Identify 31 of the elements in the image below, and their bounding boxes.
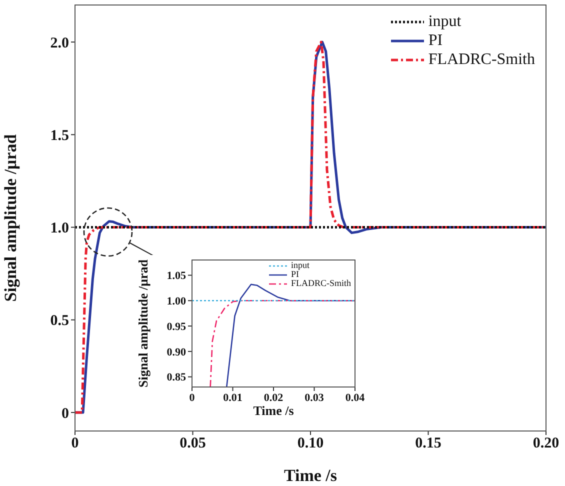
y-tick-label: 0.90: [166, 346, 186, 358]
y-tick-label: 2.0: [50, 35, 69, 52]
legend-label: PI: [290, 269, 299, 279]
line-series: [210, 300, 355, 387]
y-tick-label: 1.00: [166, 296, 186, 308]
y-axis-title: Signal amplitude /μrad: [1, 134, 20, 302]
y-tick-label: 0.95: [166, 320, 186, 333]
x-tick-label: 0: [71, 436, 79, 452]
legend-label: PI: [428, 32, 443, 50]
x-tick-label: 0.03: [304, 392, 324, 404]
x-tick-label: 0.15: [415, 436, 442, 452]
y-axis-title: Signal amplitude /μrad: [136, 258, 151, 388]
legend-label: FLADRC-Smith: [290, 278, 351, 288]
x-tick-label: 0.02: [264, 392, 284, 404]
y-tick-label: 0.85: [166, 372, 186, 384]
y-tick-label: 0.5: [50, 313, 69, 330]
y-tick-label: 1.5: [50, 128, 69, 144]
x-tick-label: 0.01: [223, 392, 242, 404]
x-tick-label: 0.10: [297, 436, 324, 452]
x-tick-label: 0.04: [345, 392, 366, 404]
y-tick-label: 1.05: [166, 270, 186, 282]
legend-label: input: [290, 260, 310, 270]
x-tick-label: 0.05: [180, 436, 206, 452]
y-tick-label: 0: [62, 406, 69, 422]
legend-label: input: [428, 12, 462, 30]
legend-label: FLADRC-Smith: [428, 50, 535, 68]
x-tick-label: 0.20: [532, 436, 560, 452]
x-axis-title: Time /s: [284, 466, 338, 485]
x-axis-title: Time /s: [253, 403, 294, 418]
y-tick-label: 1.0: [50, 220, 69, 237]
x-tick-label: 0: [189, 392, 196, 404]
